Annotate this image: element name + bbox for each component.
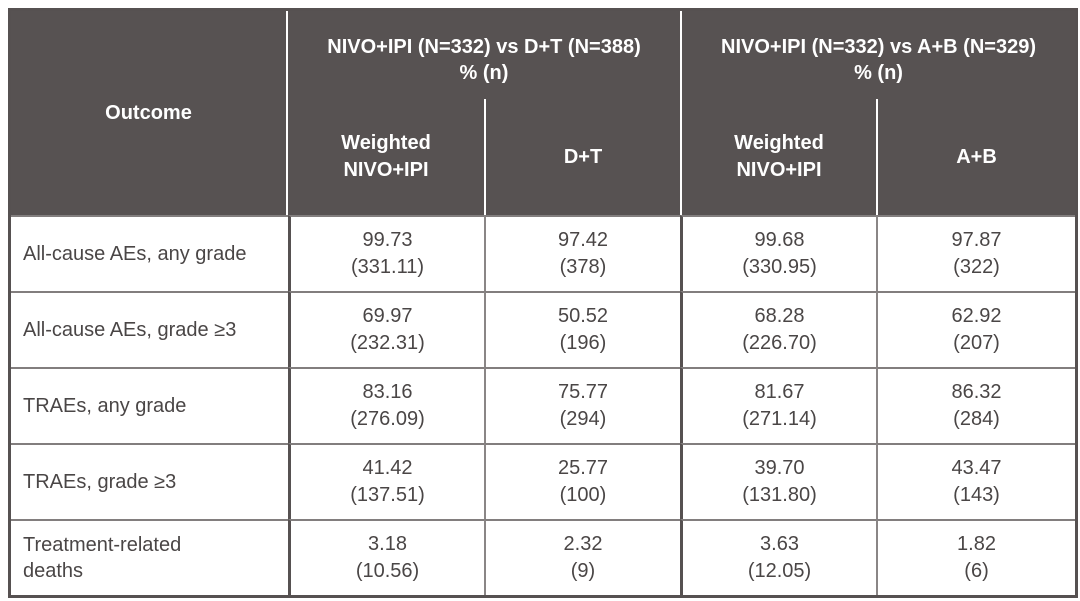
pct-value: 81.67 xyxy=(754,381,805,403)
n-value: (131.80) xyxy=(742,484,817,506)
n-value: (322) xyxy=(953,256,1000,278)
pct-value: 83.16 xyxy=(362,381,413,403)
n-value: (284) xyxy=(953,408,1000,430)
table-row: All-cause AEs, grade ≥3 69.97 (232.31) 50… xyxy=(11,291,1076,367)
value-cell: 99.73 (331.11) xyxy=(288,215,484,291)
n-value: (207) xyxy=(953,332,1000,354)
group-header-nivo-vs-dt: NIVO+IPI (N=332) vs D+T (N=388) % (n) xyxy=(288,11,680,99)
pct-value: 25.77 xyxy=(557,457,609,479)
n-value: (137.51) xyxy=(350,484,425,506)
value-cell: 75.77 (294) xyxy=(484,367,680,443)
n-value: (10.56) xyxy=(355,560,420,582)
group-title: NIVO+IPI (N=332) vs A+B (N=329) xyxy=(721,36,1036,58)
n-value: (226.70) xyxy=(742,332,817,354)
n-value: (12.05) xyxy=(747,560,812,582)
value-cell: 83.16 (276.09) xyxy=(288,367,484,443)
group-unit: % (n) xyxy=(854,62,903,84)
subcolumn-header-weighted-nivo-ipi-dt: Weighted NIVO+IPI xyxy=(288,99,484,215)
value-cell: 62.92 (207) xyxy=(876,291,1076,367)
table-row: All-cause AEs, any grade 99.73 (331.11) 9… xyxy=(11,215,1076,291)
value-cell: 1.82 (6) xyxy=(876,519,1076,595)
n-value: (330.95) xyxy=(742,256,817,278)
value-cell: 68.28 (226.70) xyxy=(680,291,876,367)
pct-value: 62.92 xyxy=(951,305,1002,327)
pct-value: 50.52 xyxy=(557,305,609,327)
group-title: NIVO+IPI (N=332) vs D+T (N=388) xyxy=(327,36,641,58)
group-header-row: Outcome NIVO+IPI (N=332) vs D+T (N=388) … xyxy=(11,11,1076,215)
table-row: Treatment-related deaths 3.18 (10.56) 2.3… xyxy=(11,519,1076,595)
pct-value: 41.42 xyxy=(362,457,413,479)
pct-value: 39.70 xyxy=(754,457,805,479)
outcome-cell: All-cause AEs, grade ≥3 xyxy=(11,291,288,367)
value-cell: 86.32 (284) xyxy=(876,367,1076,443)
pct-value: 43.47 xyxy=(951,457,1002,479)
outcome-header-label: Outcome xyxy=(105,101,192,124)
n-value: (6) xyxy=(964,560,989,582)
outcome-cell: All-cause AEs, any grade xyxy=(11,215,288,291)
value-cell: 81.67 (271.14) xyxy=(680,367,876,443)
value-cell: 50.52 (196) xyxy=(484,291,680,367)
n-value: (294) xyxy=(559,408,607,430)
n-value: (100) xyxy=(559,484,607,506)
outcome-cell: Treatment-related deaths xyxy=(11,519,288,595)
value-cell: 25.77 (100) xyxy=(484,443,680,519)
value-cell: 3.18 (10.56) xyxy=(288,519,484,595)
value-cell: 39.70 (131.80) xyxy=(680,443,876,519)
pct-value: 3.18 xyxy=(368,533,407,555)
pct-value: 99.73 xyxy=(362,229,413,251)
pct-value: 1.82 xyxy=(957,533,996,555)
pct-value: 99.68 xyxy=(754,229,805,251)
pct-value: 3.63 xyxy=(760,533,799,555)
value-cell: 41.42 (137.51) xyxy=(288,443,484,519)
outcome-cell: TRAEs, any grade xyxy=(11,367,288,443)
group-header-nivo-vs-ab: NIVO+IPI (N=332) vs A+B (N=329) % (n) xyxy=(680,11,1076,99)
pct-value: 97.87 xyxy=(951,229,1002,251)
value-cell: 97.42 (378) xyxy=(484,215,680,291)
value-cell: 2.32 (9) xyxy=(484,519,680,595)
subcolumn-header-row: Weighted NIVO+IPI D+T Weighted NIVO+IPI … xyxy=(11,99,1076,215)
group-unit: % (n) xyxy=(459,62,509,84)
n-value: (143) xyxy=(953,484,1000,506)
pct-value: 68.28 xyxy=(754,305,805,327)
adverse-events-comparison-table: Outcome NIVO+IPI (N=332) vs D+T (N=388) … xyxy=(8,8,1079,598)
value-cell: 3.63 (12.05) xyxy=(680,519,876,595)
subcolumn-header-dt: D+T xyxy=(484,99,680,215)
n-value: (232.31) xyxy=(350,332,425,354)
n-value: (196) xyxy=(559,332,607,354)
pct-value: 2.32 xyxy=(563,533,603,555)
n-value: (9) xyxy=(570,560,596,582)
n-value: (276.09) xyxy=(350,408,425,430)
n-value: (378) xyxy=(559,256,607,278)
pct-value: 75.77 xyxy=(557,381,609,403)
table-row: TRAEs, any grade 83.16 (276.09) 75.77 (294… xyxy=(11,367,1076,443)
outcome-cell: TRAEs, grade ≥3 xyxy=(11,443,288,519)
table-body: All-cause AEs, any grade 99.73 (331.11) 9… xyxy=(11,215,1076,595)
n-value: (271.14) xyxy=(742,408,817,430)
n-value: (331.11) xyxy=(350,256,424,278)
outcome-column-header: Outcome xyxy=(11,11,288,215)
pct-value: 86.32 xyxy=(951,381,1002,403)
value-cell: 99.68 (330.95) xyxy=(680,215,876,291)
value-cell: 97.87 (322) xyxy=(876,215,1076,291)
value-cell: 69.97 (232.31) xyxy=(288,291,484,367)
value-cell: 43.47 (143) xyxy=(876,443,1076,519)
subcolumn-header-ab: A+B xyxy=(876,99,1076,215)
table-row: TRAEs, grade ≥3 41.42 (137.51) 25.77 (100)… xyxy=(11,443,1076,519)
pct-value: 69.97 xyxy=(362,305,413,327)
table-header: Outcome NIVO+IPI (N=332) vs D+T (N=388) … xyxy=(11,11,1076,215)
pct-value: 97.42 xyxy=(557,229,609,251)
subcolumn-header-weighted-nivo-ipi-ab: Weighted NIVO+IPI xyxy=(680,99,876,215)
